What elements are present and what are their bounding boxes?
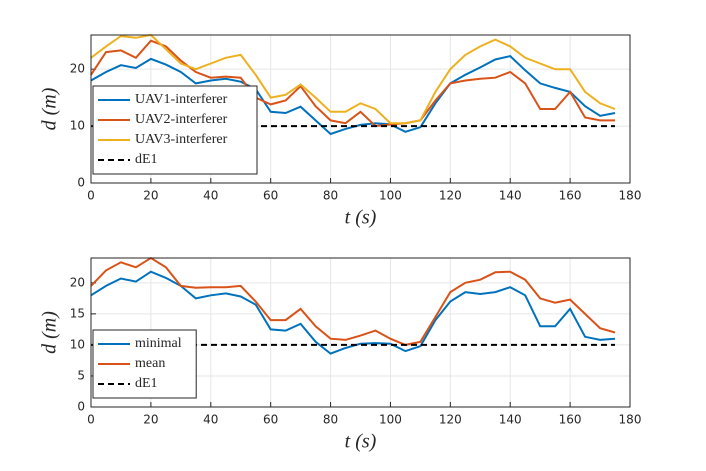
x-tick-label: 80 bbox=[323, 413, 338, 427]
legend-label: dE1 bbox=[135, 376, 158, 391]
data-line bbox=[90, 256, 616, 346]
x-tick-label: 140 bbox=[499, 189, 522, 203]
axes-box bbox=[90, 34, 631, 184]
y-axis-label: d (m) bbox=[39, 311, 61, 354]
y-tick-label: 10 bbox=[70, 337, 85, 351]
x-axis-label: t (s) bbox=[345, 431, 377, 453]
x-tick-label: 0 bbox=[87, 189, 95, 203]
data-line bbox=[90, 33, 616, 125]
y-tick-label: 5 bbox=[77, 368, 85, 382]
x-tick-label: 140 bbox=[499, 413, 522, 427]
legend-label: mean bbox=[135, 356, 165, 371]
y-tick-label: 20 bbox=[70, 275, 85, 289]
y-tick-label: 20 bbox=[70, 62, 85, 76]
y-tick-label: 10 bbox=[70, 119, 85, 133]
axes-box bbox=[90, 257, 631, 408]
y-tick-label: 0 bbox=[77, 176, 85, 190]
x-tick-label: 120 bbox=[439, 413, 462, 427]
x-tick-label: 40 bbox=[203, 413, 218, 427]
data-line bbox=[90, 39, 615, 128]
legend-label: dE1 bbox=[135, 152, 158, 167]
y-axis-label: d (m) bbox=[39, 87, 61, 130]
legend-label: UAV2-interferer bbox=[135, 112, 228, 127]
x-tick-label: 180 bbox=[619, 413, 642, 427]
x-tick-label: 100 bbox=[379, 189, 402, 203]
legend-label: UAV3-interferer bbox=[135, 132, 228, 147]
x-tick-label: 160 bbox=[559, 189, 582, 203]
x-tick-label: 0 bbox=[87, 413, 95, 427]
x-tick-label: 60 bbox=[263, 413, 278, 427]
x-tick-label: 100 bbox=[379, 413, 402, 427]
x-tick-label: 60 bbox=[263, 189, 278, 203]
legend-label: minimal bbox=[135, 336, 182, 351]
x-tick-label: 20 bbox=[143, 189, 158, 203]
x-tick-label: 40 bbox=[203, 189, 218, 203]
x-tick-label: 120 bbox=[439, 189, 462, 203]
x-tick-label: 80 bbox=[323, 189, 338, 203]
legend-label: UAV1-interferer bbox=[135, 92, 228, 107]
x-tick-label: 180 bbox=[619, 189, 642, 203]
x-tick-label: 160 bbox=[559, 413, 582, 427]
x-tick-label: 20 bbox=[143, 413, 158, 427]
x-axis-label: t (s) bbox=[345, 207, 377, 229]
y-tick-label: 0 bbox=[77, 400, 85, 414]
y-tick-label: 15 bbox=[70, 306, 85, 320]
